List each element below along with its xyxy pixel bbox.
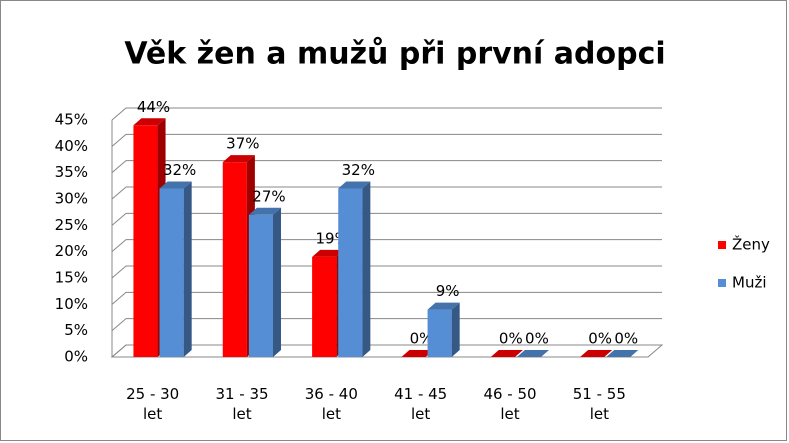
bar-front <box>133 125 158 358</box>
bar-top <box>490 350 523 357</box>
bar <box>159 181 192 357</box>
grid-line <box>111 107 662 121</box>
bar-top <box>338 181 371 189</box>
value-label: 44% <box>137 98 170 116</box>
value-label: 32% <box>342 161 375 179</box>
bar-top <box>427 302 460 310</box>
y-tick-label: 45% <box>55 111 88 129</box>
floor <box>110 344 664 358</box>
x-tick-label: 41 - 45 let <box>394 385 447 423</box>
bar-front <box>427 309 452 357</box>
x-tick-line: let <box>411 405 430 423</box>
value-label: 9% <box>436 282 460 300</box>
grid-line <box>111 344 662 358</box>
bar <box>516 350 550 357</box>
y-tick-label: 30% <box>55 190 88 208</box>
bar <box>427 302 460 357</box>
x-tick-label: 46 - 50 let <box>483 385 536 423</box>
x-tick-line: let <box>590 405 609 423</box>
chart-title: Věk žen a mužů při první adopci <box>124 36 665 72</box>
x-tick-line: let <box>322 405 341 423</box>
x-tick-line: 46 - 50 <box>483 385 536 403</box>
bar-top <box>312 249 345 257</box>
x-tick-line: let <box>500 405 519 423</box>
y-tick-label: 35% <box>55 163 88 181</box>
grid-line <box>111 212 662 226</box>
bar-front <box>312 256 337 357</box>
x-tick-label: 36 - 40 let <box>305 385 358 423</box>
bar <box>580 350 613 357</box>
x-tick-line: 41 - 45 <box>394 385 447 403</box>
value-label: 0% <box>410 330 434 348</box>
y-tick-label: 15% <box>55 269 88 287</box>
value-label: 0% <box>525 330 549 348</box>
legend-swatch <box>718 241 726 249</box>
bar <box>338 181 371 357</box>
legend-label: Ženy <box>732 235 770 254</box>
bar-top <box>580 350 613 357</box>
bar-top <box>248 207 282 215</box>
grid-line <box>111 133 662 147</box>
value-label: 32% <box>163 161 196 179</box>
value-label: 0% <box>614 330 638 348</box>
x-tick-label: 51 - 55 let <box>573 385 626 423</box>
bar-side <box>451 302 460 357</box>
grid-line <box>111 265 662 279</box>
x-tick-label: 25 - 30 let <box>126 385 179 423</box>
legend-swatch <box>718 279 726 287</box>
bar-top <box>133 118 166 126</box>
x-tick-label: 31 - 35 let <box>215 385 268 423</box>
bar-front <box>222 162 247 357</box>
bar <box>401 350 434 357</box>
value-label: 37% <box>226 135 259 153</box>
x-tick-line: 25 - 30 <box>126 385 179 403</box>
y-tick-label: 40% <box>55 137 88 155</box>
value-label: 27% <box>252 187 285 205</box>
bar <box>606 350 639 357</box>
bar-top <box>222 155 255 163</box>
bar-front <box>248 214 274 357</box>
bar <box>222 155 255 357</box>
bar-top <box>606 350 639 357</box>
grid-line <box>111 186 662 200</box>
y-tick-label: 20% <box>55 242 88 260</box>
x-tick-line: let <box>143 405 162 423</box>
grid-line <box>111 318 662 332</box>
bar-top <box>516 350 550 357</box>
bar-front <box>159 188 184 357</box>
y-tick-label: 25% <box>55 216 88 234</box>
bar-side <box>362 181 371 357</box>
legend-label: Muži <box>732 274 767 292</box>
y-tick-label: 0% <box>64 348 88 366</box>
bar <box>490 350 523 357</box>
y-tick-label: 10% <box>55 295 88 313</box>
grid-line <box>111 239 662 253</box>
grid-line <box>111 291 662 305</box>
value-label: 0% <box>588 330 612 348</box>
y-tick-label: 5% <box>64 321 88 339</box>
bar-side <box>183 181 192 357</box>
bar-top <box>401 350 434 357</box>
bar-side <box>273 207 282 357</box>
x-tick-line: 36 - 40 <box>305 385 358 403</box>
bar-top <box>159 181 192 189</box>
grid-line <box>111 160 662 174</box>
value-label: 0% <box>499 330 523 348</box>
x-tick-line: let <box>232 405 251 423</box>
x-tick-line: 31 - 35 <box>215 385 268 403</box>
bar <box>248 207 282 357</box>
bar-front <box>338 188 363 357</box>
x-tick-line: 51 - 55 <box>573 385 626 403</box>
